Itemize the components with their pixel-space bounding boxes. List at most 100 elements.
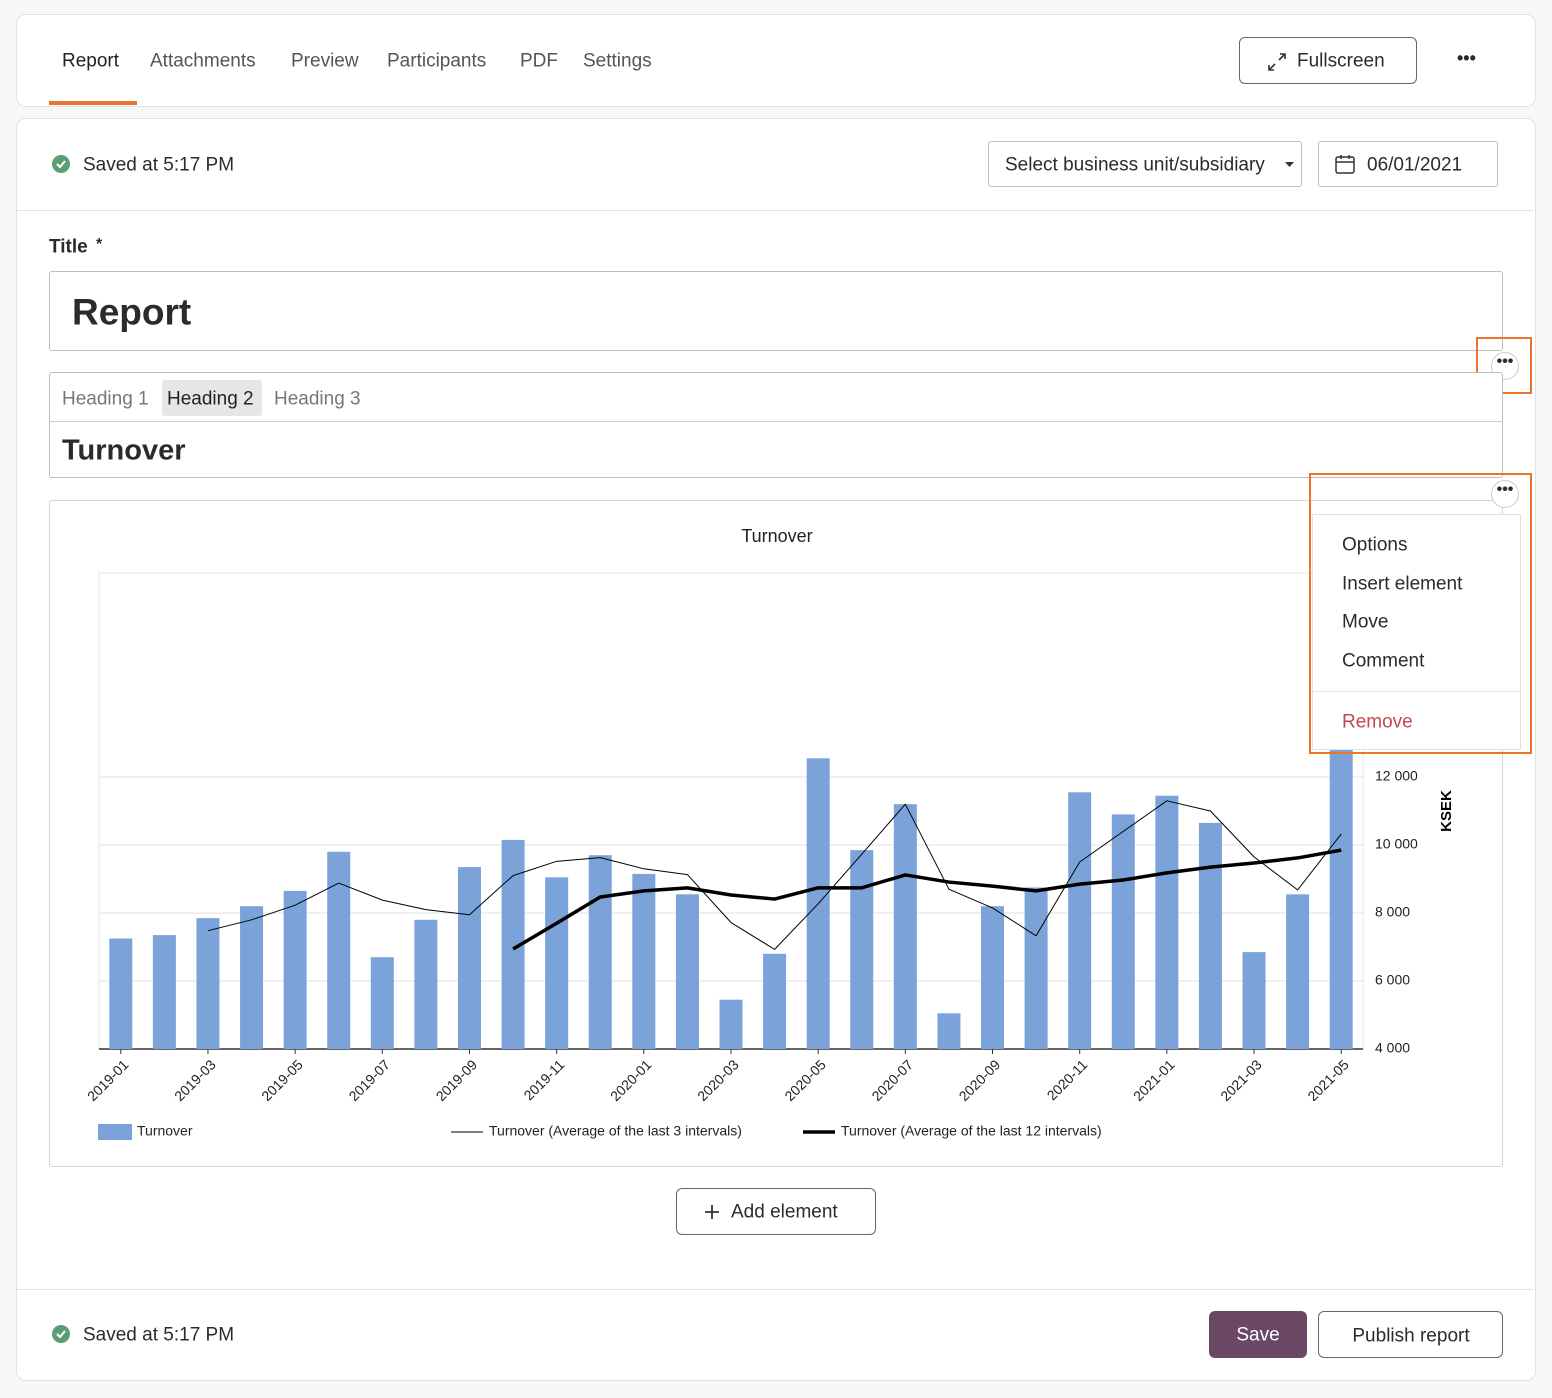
fullscreen-button[interactable]: Fullscreen bbox=[1239, 37, 1417, 84]
chart-menu-button[interactable]: ••• bbox=[1491, 480, 1519, 508]
bar bbox=[1068, 792, 1092, 1049]
chart: Turnover KSEK 4 000 6 000 8 000 10 000 12 00… bbox=[84, 526, 1455, 1140]
x-tick-label: 2019-07 bbox=[345, 1056, 393, 1104]
bar bbox=[501, 839, 525, 1049]
title-value: Report bbox=[72, 291, 192, 333]
bar bbox=[457, 867, 481, 1049]
nav-tab[interactable]: Report bbox=[62, 50, 120, 72]
bar bbox=[893, 804, 917, 1049]
bar bbox=[981, 906, 1005, 1049]
bar bbox=[588, 855, 612, 1049]
highlight bbox=[1309, 473, 1532, 754]
add-element-button[interactable]: Add element bbox=[676, 1188, 876, 1235]
x-tick-label: 2020-03 bbox=[694, 1056, 742, 1104]
heading-text: Turnover bbox=[62, 434, 186, 467]
add-element-label: Add element bbox=[731, 1201, 838, 1223]
chart-block: Turnover KSEK 4 000 6 000 8 000 10 000 12 00… bbox=[49, 500, 1503, 1167]
nav-tab[interactable]: PDF bbox=[520, 50, 558, 72]
save-button[interactable]: Save bbox=[1209, 1311, 1307, 1358]
x-tick-label: 2020-07 bbox=[868, 1056, 916, 1104]
bar bbox=[1198, 822, 1222, 1049]
menu-remove[interactable]: Remove bbox=[1342, 711, 1413, 733]
y-tick-label: 10 000 bbox=[1375, 836, 1418, 852]
bar bbox=[719, 999, 743, 1049]
line bbox=[512, 848, 1342, 951]
chart-title: Turnover bbox=[741, 526, 812, 546]
select-label: Select business unit/subsidiary bbox=[1005, 154, 1265, 176]
plus-icon bbox=[705, 1205, 719, 1219]
menu-item[interactable]: Options bbox=[1342, 534, 1408, 556]
bar bbox=[937, 1013, 961, 1049]
bar bbox=[632, 873, 656, 1049]
divider bbox=[1313, 691, 1520, 692]
saved-icon bbox=[52, 155, 70, 173]
bar bbox=[1242, 952, 1266, 1049]
x-tick-label: 2021-05 bbox=[1304, 1056, 1352, 1104]
x-tick-label: 2019-11 bbox=[520, 1056, 567, 1103]
block-menu-button[interactable]: ••• bbox=[1491, 352, 1519, 380]
active-style bbox=[162, 380, 262, 416]
legend-label: Turnover (Average of the last 3 interval… bbox=[489, 1123, 742, 1139]
bar bbox=[152, 935, 176, 1049]
fullscreen-icon bbox=[1268, 53, 1286, 71]
more-button[interactable]: ••• bbox=[1457, 48, 1476, 68]
x-tick-label: 2020-01 bbox=[607, 1056, 655, 1104]
bar bbox=[763, 953, 787, 1049]
bar bbox=[1329, 656, 1353, 1049]
nav-tab[interactable]: Settings bbox=[583, 50, 652, 72]
divider bbox=[50, 421, 1502, 422]
bar bbox=[414, 919, 438, 1049]
nav-tab[interactable]: Attachments bbox=[150, 50, 256, 72]
caret bbox=[1285, 162, 1294, 167]
nav-tab[interactable]: Participants bbox=[387, 50, 487, 72]
legend-label: Turnover bbox=[137, 1123, 193, 1139]
nav-tab[interactable]: Preview bbox=[291, 50, 359, 72]
title-label: Title bbox=[49, 236, 88, 258]
saved-status: Saved at 5:17 PM bbox=[83, 1324, 235, 1346]
fullscreen-label: Fullscreen bbox=[1297, 50, 1385, 72]
bar bbox=[1155, 795, 1179, 1049]
heading-style[interactable]: Heading 3 bbox=[274, 388, 361, 410]
heading-style[interactable]: Heading 1 bbox=[62, 388, 149, 410]
bar bbox=[109, 938, 133, 1049]
business-unit-select[interactable]: Select business unit/subsidiary bbox=[988, 141, 1302, 187]
bar bbox=[675, 894, 699, 1049]
calendar-icon bbox=[1335, 155, 1355, 174]
highlight bbox=[1476, 337, 1532, 394]
legend-swatch bbox=[98, 1124, 132, 1140]
x-tick-label: 2021-03 bbox=[1217, 1056, 1265, 1104]
y-tick-label: 12 000 bbox=[1375, 768, 1418, 784]
heading-style[interactable]: Heading 2 bbox=[167, 388, 254, 410]
x-tick-label: 2019-01 bbox=[84, 1056, 132, 1104]
publish-button[interactable]: Publish report bbox=[1318, 1311, 1503, 1358]
divider bbox=[17, 210, 1534, 211]
x-tick-label: 2020-09 bbox=[956, 1056, 1004, 1104]
line bbox=[207, 800, 1342, 950]
bar bbox=[1024, 887, 1048, 1049]
menu-item[interactable]: Move bbox=[1342, 611, 1389, 633]
legend-label: Turnover (Average of the last 12 interva… bbox=[841, 1123, 1102, 1139]
x-tick-label: 2019-05 bbox=[258, 1056, 306, 1104]
saved-icon bbox=[52, 1325, 70, 1343]
context-menu: Options Insert element Move Comment Remove bbox=[1312, 514, 1521, 750]
x-tick-label: 2019-09 bbox=[433, 1056, 481, 1104]
bar bbox=[370, 957, 394, 1049]
title-input[interactable]: Report bbox=[49, 271, 1503, 351]
x-tick-label: 2020-05 bbox=[781, 1056, 829, 1104]
y-axis-label: KSEK bbox=[1438, 790, 1455, 832]
menu-item[interactable]: Insert element bbox=[1342, 573, 1463, 595]
date-value: 06/01/2021 bbox=[1367, 154, 1463, 176]
bar bbox=[196, 918, 220, 1049]
bar bbox=[1286, 894, 1310, 1049]
bar bbox=[327, 851, 351, 1049]
bar bbox=[240, 906, 264, 1049]
y-tick-label: 8 000 bbox=[1375, 904, 1410, 920]
bar bbox=[545, 877, 569, 1049]
menu-item[interactable]: Comment bbox=[1342, 650, 1425, 672]
required-mark: * bbox=[96, 236, 103, 253]
date-picker[interactable]: 06/01/2021 bbox=[1318, 141, 1498, 187]
publish-label: Publish report bbox=[1352, 1325, 1470, 1347]
saved-status: Saved at 5:17 PM bbox=[83, 154, 235, 176]
x-tick-label: 2021-01 bbox=[1130, 1056, 1178, 1104]
